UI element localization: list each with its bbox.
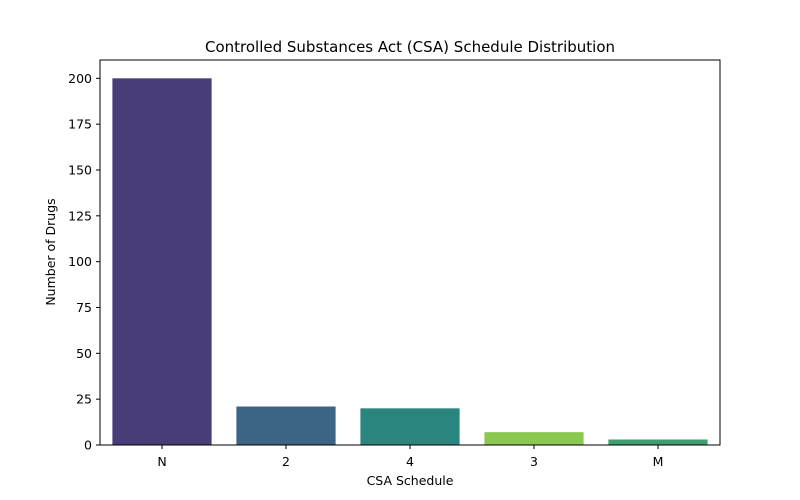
x-tick-label: 3 (530, 454, 538, 469)
y-tick-label: 25 (76, 392, 92, 407)
y-tick-label: 100 (68, 254, 92, 269)
y-tick-label: 200 (68, 71, 92, 86)
bars-layer (112, 78, 708, 445)
bar-3 (484, 432, 584, 445)
x-tick-label: 4 (406, 454, 414, 469)
y-axis-label: Number of Drugs (43, 198, 58, 305)
x-tick-label: 2 (282, 454, 290, 469)
y-tick-label: 150 (68, 163, 92, 178)
bar-4 (360, 408, 460, 445)
y-tick-label: 0 (84, 438, 92, 453)
y-tick-label: 75 (76, 300, 92, 315)
bar-M (608, 439, 708, 445)
y-axis-ticks: 0 25 50 75 100 125 150 175 200 (68, 71, 100, 453)
x-tick-label: N (157, 454, 166, 469)
bar-N (112, 78, 212, 445)
x-axis-ticks: N 2 4 3 M (157, 445, 663, 469)
y-tick-label: 125 (68, 208, 92, 223)
x-tick-label: M (653, 454, 664, 469)
chart-title: Controlled Substances Act (CSA) Schedule… (205, 38, 615, 56)
y-tick-label: 175 (68, 117, 92, 132)
plot-frame (99, 59, 721, 446)
x-axis-label: CSA Schedule (367, 473, 454, 488)
y-tick-label: 50 (76, 346, 92, 361)
bar-2 (236, 406, 336, 445)
